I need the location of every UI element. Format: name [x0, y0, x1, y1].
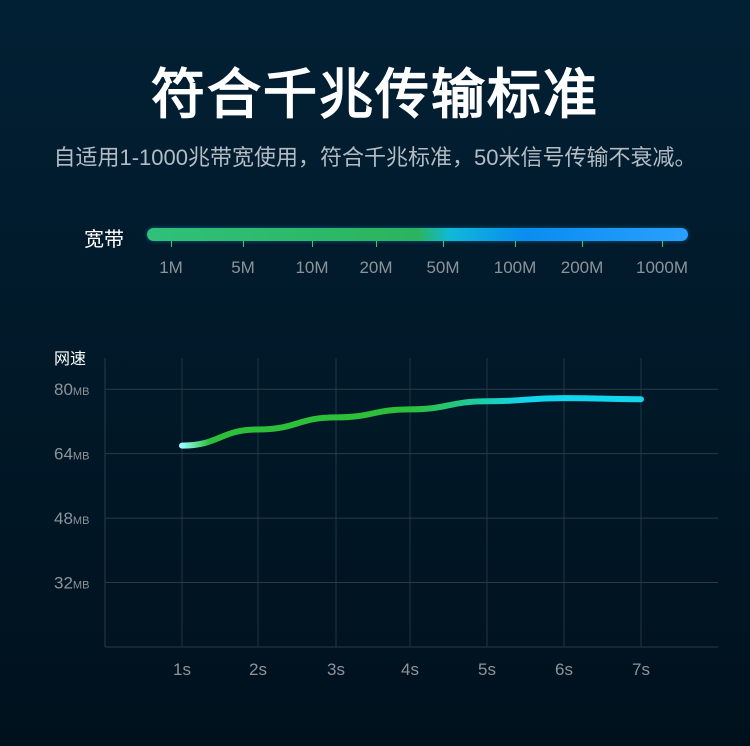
bandwidth-tick-mark: [662, 241, 663, 247]
page-title: 符合千兆传输标准: [151, 65, 599, 125]
x-tick-label: 1s: [173, 660, 191, 679]
x-tick-label: 7s: [632, 660, 650, 679]
y-tick-label: 80MB: [54, 380, 89, 399]
x-tick-label: 4s: [401, 660, 419, 679]
x-tick-label: 6s: [555, 660, 573, 679]
bandwidth-tick-label: 200M: [560, 258, 604, 277]
bandwidth-tick-mark: [582, 241, 583, 247]
x-tick-label: 2s: [249, 660, 267, 679]
bandwidth-label: 宽带: [84, 229, 124, 251]
bandwidth-tick-label: 50M: [426, 258, 460, 277]
y-tick-label: 48MB: [54, 509, 89, 528]
bandwidth-tick-mark: [171, 241, 172, 247]
y-tick-label: 64MB: [54, 445, 89, 464]
bandwidth-tick-mark: [376, 241, 377, 247]
page-subtitle: 自适用1-1000兆带宽使用，符合千兆标准，50米信号传输不衰减。: [53, 145, 697, 170]
bandwidth-tick-label: 1M: [159, 258, 183, 277]
speed-series-line: [179, 395, 644, 449]
bandwidth-bar: [147, 228, 688, 241]
y-tick-label: 32MB: [54, 574, 89, 593]
bandwidth-tick-label: 20M: [359, 258, 393, 277]
x-tick-label: 5s: [478, 660, 496, 679]
x-tick-label: 3s: [327, 660, 345, 679]
bandwidth-tick-mark: [515, 241, 516, 247]
bandwidth-tick-label: 1000M: [636, 258, 688, 277]
bandwidth-tick-label: 10M: [295, 258, 329, 277]
bandwidth-tick-mark: [243, 241, 244, 247]
bandwidth-tick-mark: [443, 241, 444, 247]
y-axis-label: 网速: [54, 351, 87, 368]
bandwidth-tick-label: 5M: [231, 258, 255, 277]
bandwidth-tick-label: 100M: [493, 258, 537, 277]
bandwidth-tick-mark: [312, 241, 313, 247]
